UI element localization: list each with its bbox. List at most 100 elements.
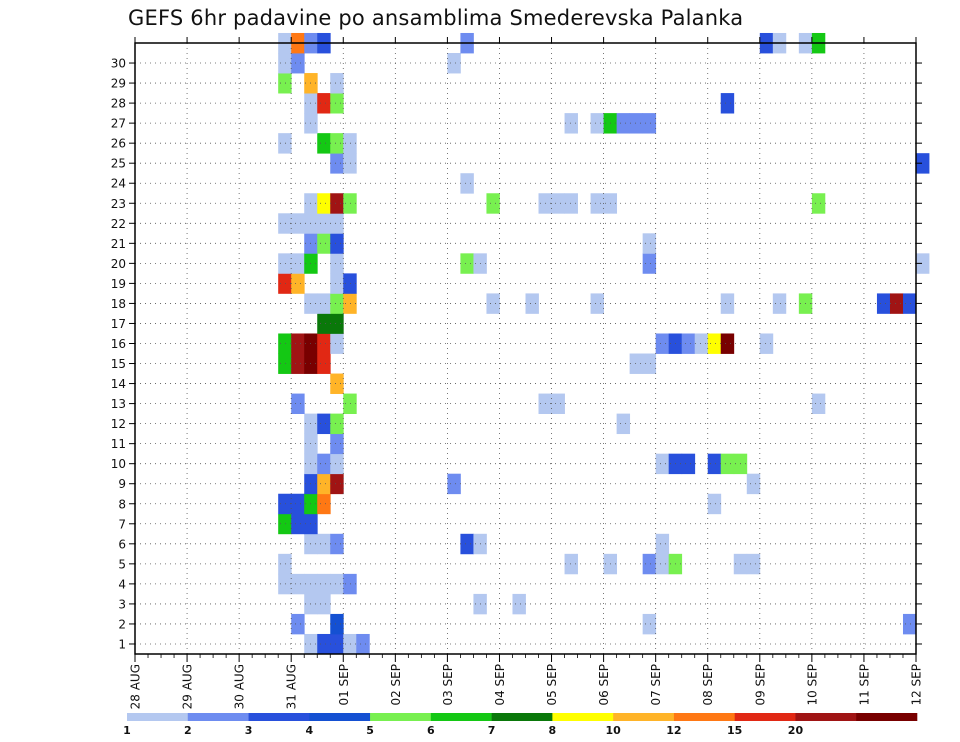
heat-cell bbox=[317, 313, 331, 334]
heat-cell bbox=[278, 273, 292, 294]
heat-cell bbox=[317, 413, 331, 435]
heat-cell bbox=[343, 133, 357, 154]
heat-cell bbox=[291, 353, 305, 374]
y-tick-label: 20 bbox=[111, 257, 126, 271]
legend-swatch bbox=[673, 713, 735, 721]
heat-cell bbox=[330, 293, 344, 314]
y-tick-label: 10 bbox=[111, 457, 126, 471]
legend-swatch bbox=[552, 713, 614, 721]
heat-cell bbox=[330, 433, 344, 455]
legend-swatch bbox=[491, 713, 553, 721]
heat-cell bbox=[291, 333, 305, 354]
heat-cell bbox=[460, 173, 474, 194]
heat-cell bbox=[317, 353, 331, 374]
x-tick-label: 12 SEP bbox=[910, 664, 924, 706]
heat-cell bbox=[746, 473, 761, 495]
heat-cell bbox=[707, 493, 722, 515]
y-tick-label: 26 bbox=[111, 137, 126, 151]
legend-label: 8 bbox=[549, 724, 557, 737]
heat-cell bbox=[486, 293, 500, 314]
heat-cell bbox=[330, 333, 344, 354]
heat-cell bbox=[330, 133, 344, 154]
heat-cell bbox=[655, 333, 670, 354]
heat-cell bbox=[811, 393, 826, 414]
heat-cell bbox=[681, 453, 696, 475]
x-tick-label: 11 SEP bbox=[857, 664, 871, 706]
y-tick-label: 4 bbox=[118, 577, 126, 591]
heat-cell bbox=[759, 333, 774, 354]
legend-label: 5 bbox=[366, 724, 374, 737]
heat-cell bbox=[278, 133, 292, 154]
heat-cell bbox=[590, 193, 604, 214]
heat-cell bbox=[590, 113, 604, 134]
heat-cell bbox=[330, 93, 344, 114]
heat-cell bbox=[330, 233, 344, 254]
y-tick-label: 3 bbox=[118, 597, 126, 611]
heat-cell bbox=[278, 213, 292, 234]
heat-cell bbox=[291, 513, 305, 535]
legend-swatch bbox=[187, 713, 249, 721]
heat-cell bbox=[291, 573, 305, 595]
heat-cell bbox=[317, 473, 331, 495]
heat-cell bbox=[330, 73, 344, 94]
heat-cell bbox=[330, 413, 344, 435]
heat-cell bbox=[278, 513, 292, 535]
x-tick-label: 05 SEP bbox=[545, 664, 559, 706]
legend-label: 1 bbox=[123, 724, 131, 737]
x-tick-label: 07 SEP bbox=[649, 664, 663, 706]
heat-cell bbox=[642, 253, 657, 274]
y-tick-label: 22 bbox=[111, 217, 126, 231]
x-tick-label: 28 AUG bbox=[129, 664, 143, 709]
heat-cell bbox=[278, 333, 292, 354]
legend-label: 12 bbox=[666, 724, 681, 737]
heat-cell bbox=[317, 293, 331, 314]
heat-cell bbox=[902, 613, 917, 635]
heat-cell bbox=[317, 333, 331, 354]
heat-cell bbox=[278, 573, 292, 595]
heat-cell bbox=[460, 253, 474, 274]
heat-cell bbox=[720, 333, 735, 354]
heat-cell bbox=[629, 113, 644, 134]
heat-cell bbox=[720, 93, 735, 114]
legend-swatch bbox=[370, 713, 432, 721]
heat-cell bbox=[343, 393, 357, 414]
heat-cell bbox=[291, 253, 305, 274]
heat-cell bbox=[343, 273, 357, 294]
heat-cell bbox=[291, 213, 305, 234]
y-tick-label: 6 bbox=[118, 537, 126, 551]
heat-cell bbox=[330, 533, 344, 555]
y-tick-label: 7 bbox=[118, 517, 126, 531]
heat-cell bbox=[655, 533, 670, 555]
heat-cell bbox=[642, 353, 657, 374]
heat-cell bbox=[278, 493, 292, 515]
y-tick-label: 9 bbox=[118, 477, 126, 491]
heat-cell bbox=[642, 553, 657, 575]
heat-cell bbox=[564, 193, 578, 214]
heat-cell bbox=[564, 113, 578, 134]
y-tick-label: 16 bbox=[111, 337, 126, 351]
heat-cell bbox=[330, 613, 344, 635]
heat-cell bbox=[642, 233, 657, 254]
heat-cell bbox=[291, 613, 305, 635]
heat-cell bbox=[317, 213, 331, 234]
y-tick-label: 25 bbox=[111, 157, 126, 171]
legend-label: 4 bbox=[305, 724, 313, 737]
heat-cell bbox=[278, 53, 292, 74]
heat-cell bbox=[317, 533, 331, 555]
heat-cell bbox=[317, 233, 331, 254]
plot-frame bbox=[134, 42, 917, 655]
heat-cell bbox=[707, 453, 722, 475]
x-tick-label: 10 SEP bbox=[805, 664, 819, 706]
legend-label: 10 bbox=[605, 724, 621, 737]
heat-cell bbox=[720, 453, 735, 475]
x-tick-label: 30 AUG bbox=[233, 664, 247, 709]
heat-cell bbox=[629, 353, 644, 374]
legend-label: 7 bbox=[488, 724, 496, 737]
legend-swatch bbox=[127, 713, 189, 721]
legend-label: 3 bbox=[245, 724, 253, 737]
heat-cell bbox=[551, 393, 565, 414]
heat-cell bbox=[343, 633, 357, 655]
heat-cell bbox=[317, 573, 331, 595]
heat-cell bbox=[317, 453, 331, 475]
